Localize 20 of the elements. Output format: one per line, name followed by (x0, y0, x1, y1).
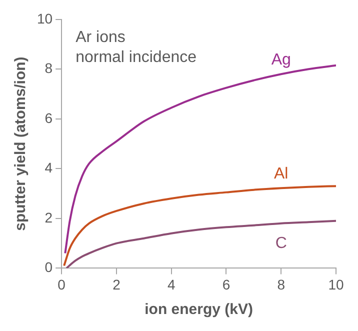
y-tick-label: 2 (44, 209, 53, 226)
y-tick-label: 0 (44, 259, 53, 276)
y-axis-title: sputter yield (atoms/ion) (12, 56, 30, 231)
x-tick-label: 4 (167, 276, 176, 292)
series-label: Al (274, 165, 288, 182)
line-series (63, 185, 336, 267)
x-axis-title: ion energy (kV) (144, 301, 253, 318)
x-tick-label: 6 (222, 276, 230, 292)
x-tick-label: 8 (277, 276, 286, 292)
y-tick-label: 6 (44, 110, 53, 126)
annotation: Ar ions normal incidence (76, 28, 197, 66)
x-tick-label: 10 (328, 276, 344, 292)
y-tick-label: 4 (44, 160, 53, 176)
x-tick-label: 2 (112, 276, 121, 292)
y-tick-label: 8 (44, 60, 53, 76)
line-series (66, 220, 336, 268)
series-label: C (275, 234, 287, 252)
series-label: Ag (271, 52, 291, 69)
y-tick-label: 10 (36, 10, 53, 26)
x-tick-label: 0 (58, 276, 66, 292)
